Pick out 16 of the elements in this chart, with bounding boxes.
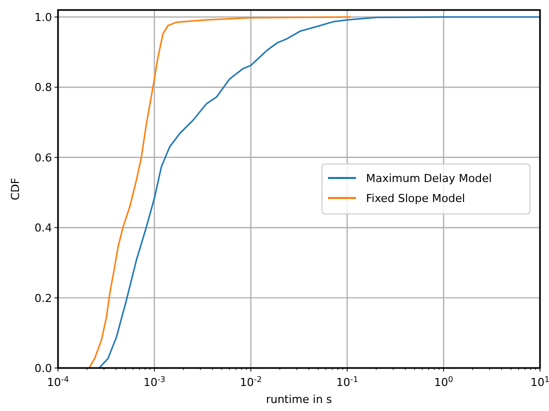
- y-tick-label: 0.2: [34, 292, 52, 305]
- x-tick-label: 10$^{-4}$: [47, 374, 69, 389]
- legend-label: Fixed Slope Model: [366, 192, 466, 205]
- x-axis-title: runtime in s: [266, 393, 332, 406]
- y-tick-label: 0.4: [34, 222, 52, 235]
- y-axis-title: CDF: [9, 178, 22, 200]
- y-tick-label: 1.0: [34, 11, 52, 24]
- x-tick-label: 10$^{-3}$: [143, 374, 166, 389]
- y-tick-label: 0.6: [34, 151, 52, 164]
- x-tick-label: 10$^{-1}$: [336, 374, 358, 389]
- x-tick-label: 10$^{0}$: [434, 374, 454, 389]
- x-tick-label: 10$^{-2}$: [240, 374, 262, 389]
- legend-label: Maximum Delay Model: [366, 172, 492, 185]
- x-tick-label: 10$^{1}$: [530, 374, 549, 389]
- y-tick-label: 0.0: [34, 362, 52, 375]
- y-tick-label: 0.8: [34, 81, 52, 94]
